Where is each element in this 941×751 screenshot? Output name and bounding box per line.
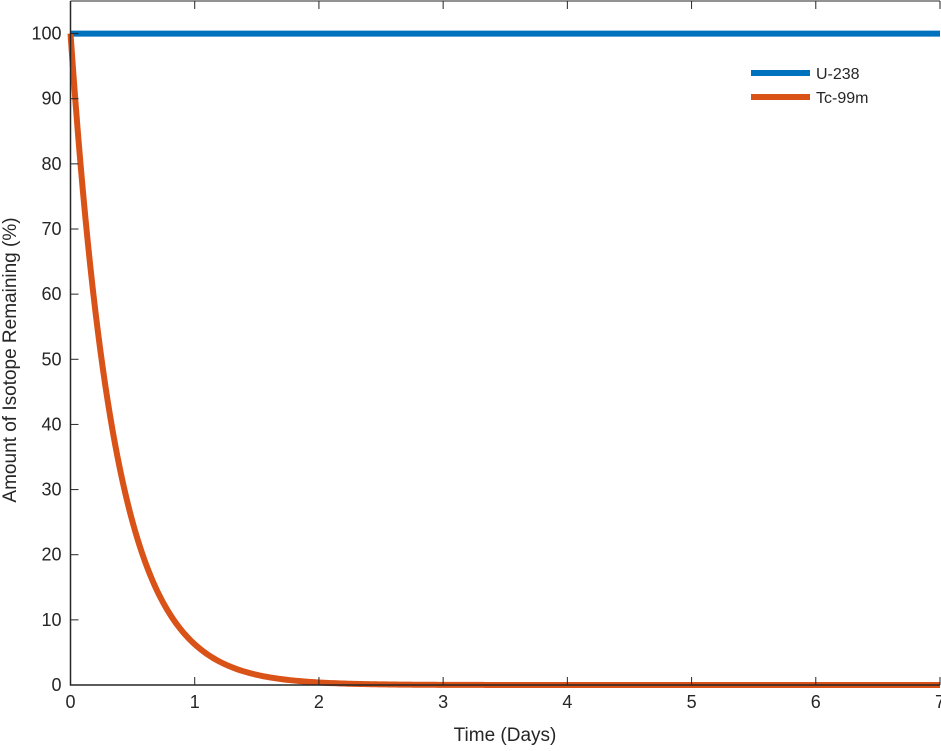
y-tick-label: 70 (41, 219, 61, 239)
x-tick-label: 0 (65, 692, 75, 712)
y-tick-label: 80 (41, 154, 61, 174)
y-tick-label: 10 (41, 610, 61, 630)
y-tick-label: 100 (31, 24, 61, 44)
x-tick-label: 6 (811, 692, 821, 712)
y-tick-label: 30 (41, 480, 61, 500)
y-tick-label: 60 (41, 284, 61, 304)
x-tick-label: 3 (438, 692, 448, 712)
x-tick-label: 1 (190, 692, 200, 712)
legend-label: Tc-99m (816, 90, 868, 107)
axes-lines (69, 1, 940, 686)
y-tick-label: 0 (51, 675, 61, 695)
x-tick-label: 4 (562, 692, 572, 712)
y-tick-label: 90 (41, 89, 61, 109)
y-tick-label: 20 (41, 545, 61, 565)
y-tick-label: 50 (41, 349, 61, 369)
x-tick-label: 7 (935, 692, 941, 712)
plot-area: 0 1 2 3 4 5 6 70102030405060708090100U-238Tc-99… (31, 0, 941, 712)
series-line-tc-99m (67, 33, 941, 688)
x-tick-label: 2 (314, 692, 324, 712)
y-axis-label: Amount of Isotope Remaining (%) (0, 217, 21, 502)
y-tick-label: 40 (41, 414, 61, 434)
x-tick-label: 5 (687, 692, 697, 712)
x-axis-label: Time (Days) (454, 725, 557, 746)
legend-label: U-238 (816, 66, 860, 83)
